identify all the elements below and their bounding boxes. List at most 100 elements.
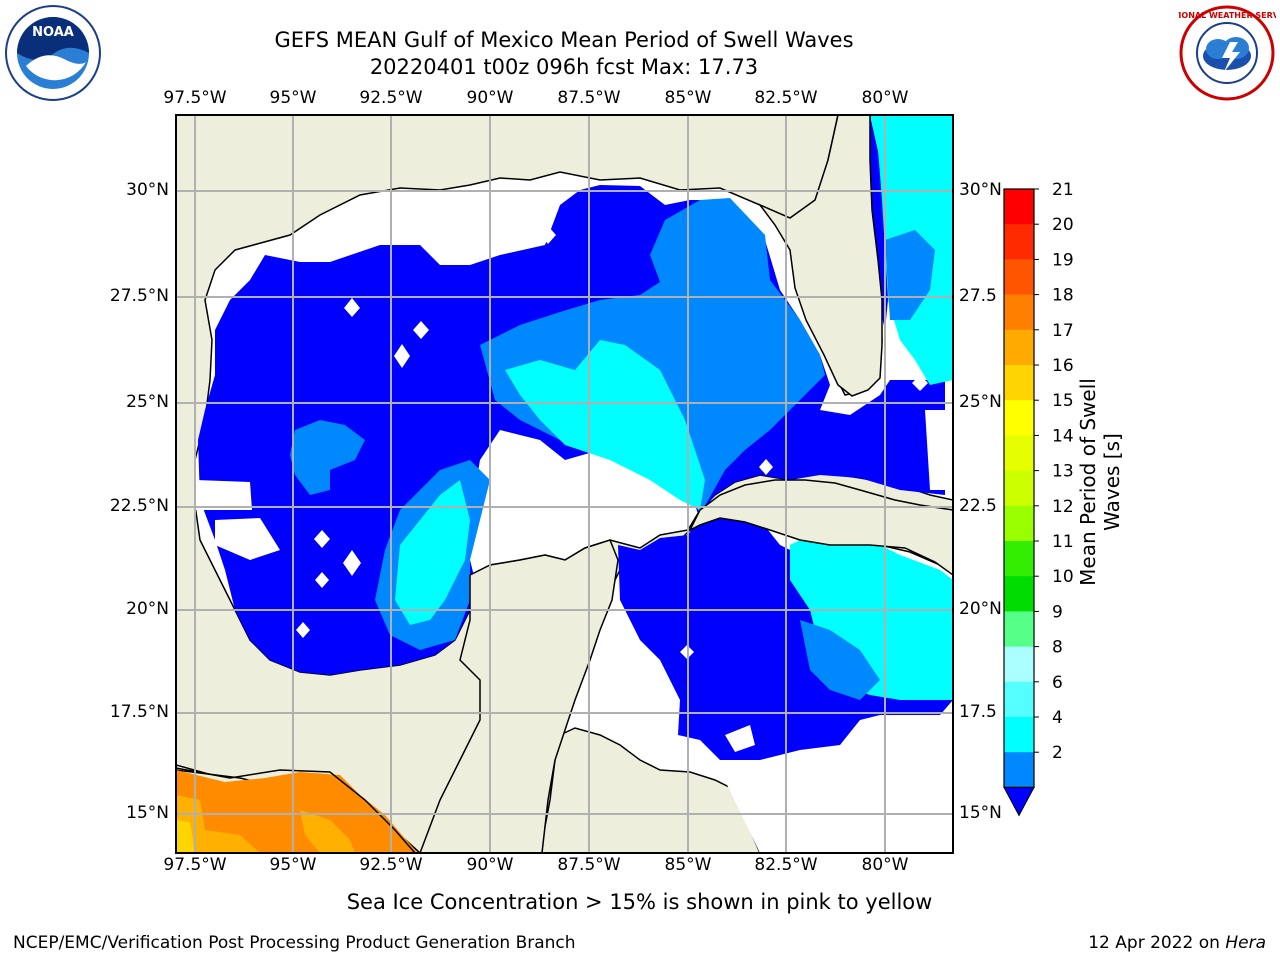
lat-tick-label-left: 20°N	[126, 599, 169, 619]
colorbar-swatch	[1004, 611, 1034, 648]
colorbar: 21 20 19 18 17 16 15 14 13 12 11 10 9 8 6 4 2	[1003, 180, 1074, 817]
colorbar-label: Mean Period of Swell Waves [s]	[1076, 378, 1124, 586]
nws-logo: NATIONAL WEATHER SERVICE	[1161, 4, 1280, 102]
colorbar-tick-label: 15	[1052, 391, 1074, 411]
colorbar-tick-label: 19	[1052, 250, 1074, 270]
colorbar-tick-label: 6	[1052, 673, 1063, 693]
lon-tick-label-top: 97.5°W	[163, 88, 227, 108]
swell-17-18s-region-pacific	[176, 770, 418, 853]
colorbar-tick-label: 2	[1052, 743, 1063, 763]
swell-4-6s-region-caribbean	[800, 620, 880, 700]
map-frame	[175, 114, 954, 854]
lat-tick-label-right: 15°N	[959, 803, 1002, 823]
colorbar-swatch	[1004, 400, 1034, 436]
colorbar-tick-label: 8	[1052, 638, 1063, 658]
lat-tick-label-right: 22.5	[959, 496, 997, 516]
missing-patch	[413, 321, 429, 339]
colorbar-swatch	[1004, 365, 1034, 401]
missing-patch	[296, 622, 310, 638]
missing-patch	[344, 298, 360, 317]
colorbar-swatch	[1004, 329, 1034, 366]
lon-tick-label-top: 80°W	[861, 88, 909, 108]
swell-16-17s-region-pacific	[176, 795, 260, 853]
chart-title: GEFS MEAN Gulf of Mexico Mean Period of …	[274, 28, 854, 52]
lat-tick-label-left: 27.5°N	[109, 286, 169, 306]
swell-15-16s-region-pacific	[176, 820, 195, 853]
nws-logo-text: NATIONAL WEATHER SERVICE	[1178, 11, 1276, 20]
colorbar-tick-label: 11	[1052, 532, 1074, 552]
colorbar-tick-label: 13	[1052, 462, 1074, 482]
colorbar-swatch	[1004, 189, 1034, 225]
lon-tick-label-bottom: 80°W	[861, 855, 909, 875]
missing-patch	[725, 725, 755, 752]
colorbar-tick-label: 10	[1052, 567, 1074, 587]
noaa-logo: NOAA	[4, 4, 102, 102]
lon-tick-label-bottom: 90°W	[466, 855, 514, 875]
colorbar-swatch	[1004, 470, 1034, 507]
footer-date-text: 12 Apr 2022 on	[1088, 933, 1226, 953]
noaa-logo-text: NOAA	[32, 25, 74, 40]
swell-16-17s-region-pacific-east	[300, 810, 355, 853]
missing-patch	[215, 518, 280, 560]
lat-tick-label-right: 20°N	[959, 599, 1002, 619]
colorbar-swatch	[1004, 752, 1034, 788]
florida-land	[757, 115, 883, 397]
lon-tick-label-bottom: 82.5°W	[754, 855, 818, 875]
colorbar-swatch	[1004, 294, 1034, 331]
colorbar-tick-label: 14	[1052, 426, 1074, 446]
colorbar-extend-arrow	[1003, 786, 1035, 817]
colorbar-tick-label: 21	[1052, 180, 1074, 200]
colorbar-tick-label: 4	[1052, 708, 1063, 728]
colorbar-swatch	[1004, 576, 1034, 612]
missing-patch	[759, 459, 773, 475]
colorbar-tick-label: 16	[1052, 356, 1074, 376]
lon-tick-label-top: 85°W	[664, 88, 712, 108]
colorbar-swatch	[1004, 541, 1034, 577]
graticule	[176, 115, 953, 853]
sea-ice-note: Sea Ice Concentration > 15% is shown in …	[346, 890, 933, 914]
colorbar-swatch	[1004, 435, 1034, 472]
missing-patch	[196, 480, 252, 510]
chart-subtitle: 20220401 t00z 096h fcst Max: 17.73	[369, 55, 759, 79]
colorbar-tick-label: 20	[1052, 215, 1074, 235]
pacific-coastline	[176, 767, 416, 853]
colorbar-swatch	[1004, 505, 1034, 542]
lon-tick-label-bottom: 95°W	[269, 855, 317, 875]
colorbar-swatch	[1004, 646, 1034, 683]
lat-tick-label-right: 27.5	[959, 286, 997, 306]
lat-tick-label-right: 17.5	[959, 702, 997, 722]
lon-tick-label-bottom: 97.5°W	[163, 855, 227, 875]
lon-tick-label-top: 90°W	[466, 88, 514, 108]
colorbar-tick-label: 12	[1052, 497, 1074, 517]
colorbar-swatch	[1004, 224, 1034, 260]
colorbar-tick-label: 9	[1052, 602, 1063, 622]
lon-tick-label-bottom: 85°W	[664, 855, 712, 875]
colorbar-tick-label: 17	[1052, 321, 1074, 341]
footer-credit: NCEP/EMC/Verification Post Processing Pr…	[13, 933, 576, 953]
swell-6-8s-region-gulf	[505, 340, 705, 510]
missing-patch	[315, 572, 329, 588]
swell-4-6s-region-bay	[290, 420, 365, 495]
footer-date: 12 Apr 2022 on Hera	[1088, 933, 1266, 953]
lon-tick-label-top: 95°W	[269, 88, 317, 108]
lat-tick-label-left: 22.5°N	[109, 496, 169, 516]
lon-tick-label-top: 92.5°W	[359, 88, 423, 108]
lon-tick-label-bottom: 92.5°W	[359, 855, 423, 875]
lat-tick-label-right: 25°N	[959, 392, 1002, 412]
footer-host: Hera	[1225, 933, 1266, 953]
lat-tick-label-left: 17.5°N	[109, 702, 169, 722]
lon-tick-label-top: 87.5°W	[557, 88, 621, 108]
missing-patch	[925, 410, 953, 490]
lon-tick-label-top: 82.5°W	[754, 88, 818, 108]
missing-patch	[343, 550, 361, 576]
missing-patch	[540, 226, 556, 244]
missing-patch	[912, 375, 928, 391]
lat-tick-label-left: 15°N	[126, 803, 169, 823]
map-canvas	[176, 115, 953, 853]
lat-tick-label-left: 30°N	[126, 180, 169, 200]
missing-patch	[314, 530, 330, 548]
lat-tick-label-right: 30°N	[959, 180, 1002, 200]
colorbar-swatch	[1004, 717, 1034, 753]
colorbar-frame	[1003, 188, 1035, 789]
